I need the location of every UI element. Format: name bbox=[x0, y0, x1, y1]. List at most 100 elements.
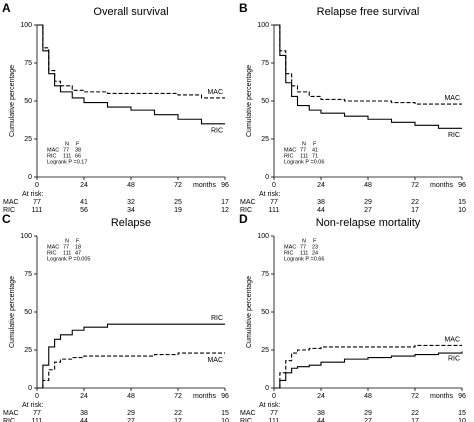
at-risk-value: 29 bbox=[364, 410, 372, 417]
x-tick-label: 96 bbox=[221, 182, 229, 189]
info-n: 111 bbox=[300, 250, 308, 256]
curve-label: RIC bbox=[448, 355, 460, 362]
at-risk-value: 38 bbox=[80, 410, 88, 417]
at-risk-value: 77 bbox=[270, 410, 278, 417]
at-risk-value: 27 bbox=[364, 418, 372, 422]
info-name: MAC bbox=[284, 147, 296, 153]
x-axis-label: months bbox=[193, 182, 216, 189]
at-risk-value: 111 bbox=[32, 418, 43, 422]
y-tick-label: 0 bbox=[28, 385, 32, 392]
y-tick-label: 50 bbox=[261, 98, 269, 105]
at-risk-value: 32 bbox=[127, 199, 135, 206]
y-axis-label: Cumulative percentage bbox=[9, 276, 16, 348]
at-risk-value: 44 bbox=[317, 207, 325, 214]
survival-curve bbox=[274, 351, 463, 389]
info-f: 47 bbox=[75, 250, 81, 256]
risk-row-label: MAC bbox=[240, 410, 256, 417]
chart-title: Relapse free survival bbox=[317, 6, 420, 18]
x-tick-label: 48 bbox=[127, 182, 135, 189]
info-n: 77 bbox=[63, 147, 69, 153]
info-f: 71 bbox=[312, 153, 318, 159]
x-axis-label: months bbox=[430, 393, 453, 400]
y-tick-label: 0 bbox=[265, 174, 269, 181]
y-tick-label: 25 bbox=[24, 347, 32, 354]
at-risk-value: 17 bbox=[174, 418, 182, 422]
info-f: 18 bbox=[75, 244, 81, 250]
risk-row-label: RIC bbox=[3, 418, 15, 422]
at-risk-value: 17 bbox=[221, 199, 229, 206]
y-tick-label: 75 bbox=[24, 271, 32, 278]
x-tick-label: 0 bbox=[35, 182, 39, 189]
at-risk-value: 111 bbox=[32, 207, 43, 214]
at-risk-value: 12 bbox=[221, 207, 229, 214]
survival-curve bbox=[37, 352, 225, 389]
x-tick-label: 48 bbox=[127, 393, 135, 400]
info-f: 66 bbox=[75, 153, 81, 159]
at-risk-value: 44 bbox=[317, 418, 325, 422]
info-header: F bbox=[76, 141, 80, 147]
info-header: N bbox=[65, 238, 69, 244]
info-name: MAC bbox=[47, 244, 59, 250]
x-tick-label: 48 bbox=[364, 182, 372, 189]
survival-curve bbox=[37, 323, 225, 389]
at-risk-value: 27 bbox=[364, 207, 372, 214]
info-f: 38 bbox=[75, 147, 81, 153]
info-name: RIC bbox=[47, 153, 57, 159]
info-header: N bbox=[302, 141, 306, 147]
at-risk-label: At risk: bbox=[259, 402, 280, 409]
y-tick-label: 25 bbox=[24, 136, 32, 143]
y-tick-label: 100 bbox=[20, 233, 32, 240]
x-tick-label: 72 bbox=[411, 393, 419, 400]
y-axis-label: Cumulative percentage bbox=[9, 65, 16, 137]
info-header: F bbox=[76, 238, 80, 244]
info-name: RIC bbox=[284, 153, 294, 159]
y-tick-label: 75 bbox=[261, 60, 269, 67]
at-risk-value: 10 bbox=[458, 418, 466, 422]
at-risk-value: 19 bbox=[174, 207, 182, 214]
x-axis-label: months bbox=[430, 182, 453, 189]
at-risk-value: 22 bbox=[411, 199, 419, 206]
y-tick-label: 50 bbox=[261, 309, 269, 316]
chart-title: Overall survival bbox=[93, 6, 168, 18]
at-risk-value: 77 bbox=[270, 199, 278, 206]
risk-row-label: RIC bbox=[3, 207, 15, 214]
x-tick-label: 0 bbox=[35, 393, 39, 400]
survival-curve bbox=[274, 24, 462, 105]
logrank: Logrank P =0.17 bbox=[47, 159, 87, 165]
at-risk-value: 15 bbox=[458, 410, 466, 417]
at-risk-value: 15 bbox=[458, 199, 466, 206]
x-tick-label: 48 bbox=[364, 393, 372, 400]
curve-label: RIC bbox=[211, 128, 223, 135]
at-risk-value: 22 bbox=[411, 410, 419, 417]
info-n: 77 bbox=[300, 244, 306, 250]
survival-curve bbox=[274, 24, 462, 129]
x-tick-label: 96 bbox=[458, 182, 466, 189]
info-n: 77 bbox=[63, 244, 69, 250]
info-n: 111 bbox=[63, 153, 71, 159]
x-tick-label: 96 bbox=[221, 393, 229, 400]
x-tick-label: 24 bbox=[317, 182, 325, 189]
risk-row-label: MAC bbox=[240, 199, 256, 206]
y-tick-label: 0 bbox=[28, 174, 32, 181]
at-risk-label: At risk: bbox=[22, 191, 43, 198]
curve-label: MAC bbox=[444, 95, 460, 102]
at-risk-value: 111 bbox=[269, 418, 280, 422]
at-risk-value: 34 bbox=[127, 207, 135, 214]
panel-letter: B bbox=[239, 1, 248, 15]
at-risk-value: 17 bbox=[411, 207, 419, 214]
x-axis-label: months bbox=[193, 393, 216, 400]
risk-row-label: MAC bbox=[3, 410, 19, 417]
survival-curve bbox=[37, 24, 225, 99]
y-tick-label: 100 bbox=[20, 22, 32, 29]
info-name: RIC bbox=[284, 250, 294, 256]
chart-title: Non-relapse mortality bbox=[316, 217, 421, 229]
curve-label: MAC bbox=[207, 89, 223, 96]
at-risk-value: 22 bbox=[174, 410, 182, 417]
curve-label: MAC bbox=[207, 357, 223, 364]
x-tick-label: 72 bbox=[174, 182, 182, 189]
at-risk-label: At risk: bbox=[22, 402, 43, 409]
y-axis-label: Cumulative percentage bbox=[246, 65, 253, 137]
info-name: RIC bbox=[47, 250, 57, 256]
curve-label: MAC bbox=[444, 336, 460, 343]
